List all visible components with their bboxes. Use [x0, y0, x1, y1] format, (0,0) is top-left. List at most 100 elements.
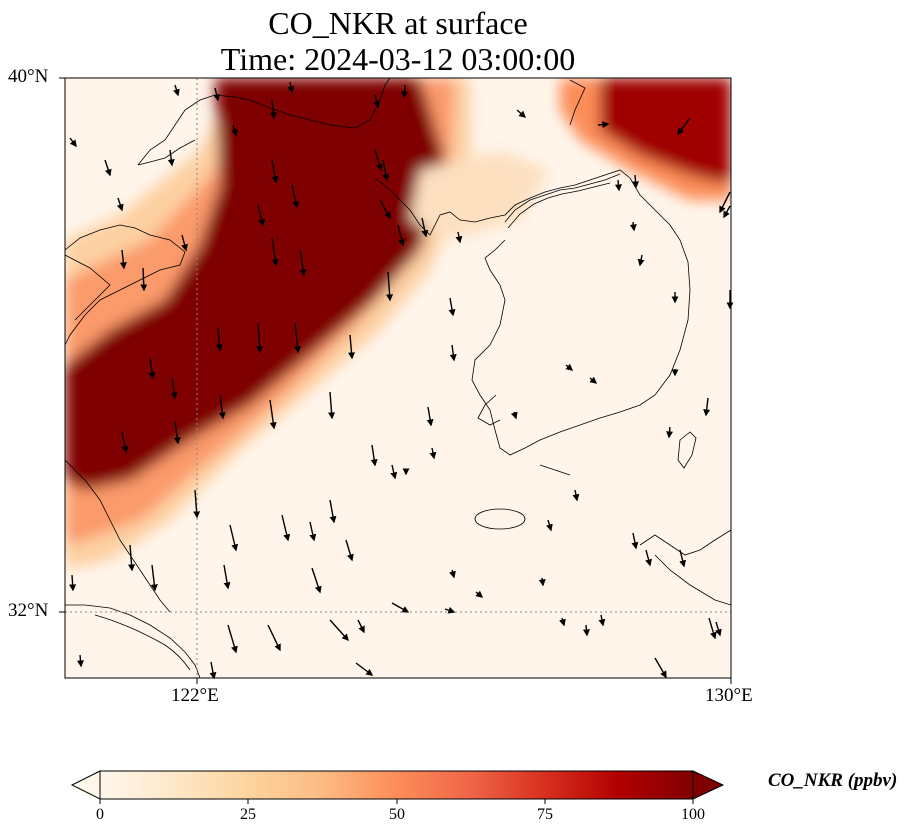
wind-arrow [223, 564, 231, 590]
wind-arrow [645, 549, 652, 567]
coastlines [65, 78, 731, 678]
wind-arrow [69, 137, 77, 148]
wind-arrow [444, 606, 456, 614]
wind-arrow [173, 421, 181, 445]
lon-tick-label: 122°E [171, 685, 219, 706]
wind-arrow [231, 124, 238, 137]
wind-arrow [426, 406, 434, 427]
wind-arrow [614, 179, 622, 192]
wind-arrow [632, 174, 640, 189]
wind-arrow [679, 549, 687, 568]
wind-arrow [269, 99, 277, 120]
wind-arrow [373, 94, 381, 109]
wind-arrow [546, 519, 553, 532]
wind-arrow [271, 159, 279, 184]
wind-arrow [104, 159, 112, 177]
wind-arrow [379, 199, 391, 220]
wind-arrow [589, 376, 598, 384]
wind-arrow [229, 524, 239, 552]
wind-arrow [216, 327, 223, 352]
wind-arrow [355, 662, 374, 676]
co-concentration-field [65, 78, 731, 678]
wind-arrow [293, 322, 301, 354]
wind-arrow [538, 577, 546, 587]
lat-tick-label: 32°N [8, 600, 49, 621]
wind-arrow [386, 271, 394, 302]
wind-arrow [448, 297, 456, 317]
lat-tick-label: 40°N [8, 66, 49, 87]
wind-arrow [449, 569, 456, 579]
wind-arrow [170, 377, 178, 400]
wind-arrow [345, 539, 354, 562]
wind-arrow [328, 391, 336, 420]
wind-arrow [421, 217, 429, 238]
wind-arrow [572, 489, 580, 502]
wind-arrow [510, 411, 518, 420]
wind-arrow [723, 205, 731, 219]
colorbar-tick-label: 0 [96, 806, 104, 823]
wind-arrow [559, 617, 566, 627]
wind-arrow [329, 619, 349, 642]
wind-arrow [637, 254, 645, 267]
colorbar-tick-label: 100 [681, 806, 705, 823]
wind-arrow [128, 544, 136, 572]
wind-arrow [397, 224, 406, 247]
wind-arrow [309, 521, 317, 542]
map-title: CO_NKR at surface [268, 5, 528, 41]
wind-arrow [148, 357, 156, 380]
wind-arrow [69, 574, 77, 592]
wind-arrow [181, 234, 188, 252]
map-subtitle-time: Time: 2024-03-12 03:00:00 [220, 41, 576, 77]
wind-arrow [475, 590, 484, 598]
wind-arrow [374, 149, 383, 172]
colorbar-tick-label: 50 [389, 806, 405, 823]
colorbar-label: CO_NKR (ppbv) [768, 770, 898, 791]
wind-arrow [193, 489, 201, 519]
wind-arrow [121, 431, 129, 454]
wind-arrow [257, 204, 266, 227]
colorbar-tick-label: 25 [240, 806, 256, 823]
wind-arrow [455, 231, 463, 244]
wind-arrow [719, 191, 731, 214]
wind-arrow [429, 447, 437, 460]
wind-arrow [281, 514, 291, 542]
wind-arrow [582, 624, 590, 637]
gridlines [65, 78, 731, 678]
wind-arrow [269, 399, 277, 430]
wind-arrow [213, 87, 221, 102]
wind-arrow [116, 197, 124, 212]
wind-arrow [299, 249, 307, 277]
wind-arrow [209, 661, 217, 680]
wind-arrow [267, 624, 281, 652]
wind-arrow [516, 109, 527, 118]
wind-arrow [597, 121, 610, 129]
wind-arrow [173, 84, 180, 97]
wind-arrow [311, 567, 322, 594]
wind-arrow [654, 657, 667, 679]
map-frame [64, 77, 732, 679]
wind-arrow [382, 159, 390, 182]
wind-arrow [390, 464, 398, 480]
wind-arrow [703, 397, 711, 417]
wind-arrow [256, 322, 264, 354]
wind-arrow [348, 334, 356, 360]
wind-arrow [400, 84, 408, 99]
wind-arrow [449, 344, 457, 362]
wind-arrow [629, 221, 637, 232]
wind-arrow [329, 499, 337, 524]
wind-arrow [77, 654, 84, 668]
wind-arrow [666, 426, 674, 439]
wind-vectors [69, 81, 734, 680]
wind-arrow [271, 237, 279, 267]
wind-arrow [715, 621, 722, 637]
wind-arrow [227, 624, 238, 654]
lon-tick-label: 130°E [705, 685, 753, 706]
wind-arrow [708, 617, 717, 640]
wind-arrow [391, 602, 410, 613]
colorbar-tick-label: 75 [537, 806, 553, 823]
wind-arrow [357, 619, 365, 634]
wind-arrow [631, 532, 639, 550]
wind-arrow [167, 149, 175, 167]
wind-arrow [598, 614, 606, 627]
